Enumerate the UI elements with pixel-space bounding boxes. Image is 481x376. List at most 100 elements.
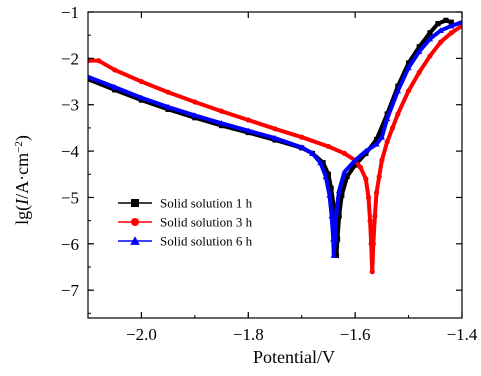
series-point (416, 44, 422, 50)
series-point (218, 120, 225, 126)
series-point (373, 141, 380, 147)
series-point (341, 150, 348, 157)
series-point (165, 89, 171, 95)
series-point (378, 134, 385, 140)
series-point (395, 111, 401, 117)
series-point (138, 78, 145, 85)
series-point (341, 168, 348, 175)
legend: Solid solution 1 h Solid solution 3 h Soli… (118, 196, 253, 249)
series-point (367, 218, 373, 224)
series-point (331, 236, 338, 242)
series-point (394, 87, 402, 94)
series-point (448, 19, 454, 25)
legend-marker (130, 236, 140, 245)
series-line (88, 23, 462, 274)
series-point (363, 176, 369, 182)
tick-layer: −2.0 −1.8 −1.6 −1.4 −7 −6 −5 −4 −3 −2 −1 (61, 3, 478, 344)
series-point (379, 157, 385, 163)
series-point (426, 35, 434, 42)
series-point (192, 99, 198, 105)
series-3 (88, 19, 462, 258)
legend-label: Solid solution 3 h (160, 215, 253, 230)
series-point (435, 20, 441, 27)
series-point (325, 143, 332, 150)
series-point (438, 39, 444, 45)
series-point (320, 160, 326, 166)
series-point (373, 136, 380, 143)
series-point (384, 139, 390, 145)
series-point (416, 69, 422, 75)
series-point (298, 144, 305, 150)
series-point (333, 208, 340, 214)
series-point (384, 115, 391, 122)
legend-item: Solid solution 6 h (118, 234, 253, 249)
series-point (245, 117, 251, 123)
series-point (357, 164, 364, 170)
y-tick-label: −3 (61, 96, 79, 115)
legend-marker (131, 199, 139, 207)
series-point (373, 190, 380, 196)
series-point (299, 134, 305, 140)
series-point (138, 94, 145, 101)
x-tick-label: −1.4 (447, 325, 478, 344)
series-point (344, 173, 350, 180)
series-point (352, 157, 359, 163)
x-tick-label: −1.6 (340, 325, 371, 344)
series-point (322, 173, 329, 180)
legend-marker (131, 218, 139, 226)
series-point (334, 236, 341, 242)
series-point (330, 252, 337, 258)
series-point (309, 150, 316, 156)
series-point (369, 269, 375, 275)
series-point (405, 88, 412, 94)
series-point (331, 204, 337, 210)
series-point (427, 30, 433, 36)
series-2 (88, 23, 462, 275)
series-point (405, 60, 412, 66)
series-point (325, 171, 332, 177)
y-tick-label: −2 (61, 49, 79, 68)
series-point (111, 83, 118, 90)
series-point (271, 134, 279, 141)
series-point (272, 126, 278, 132)
series-point (405, 64, 412, 71)
x-tick-label: −2.0 (126, 325, 157, 344)
series-point (96, 58, 102, 64)
series-point (443, 17, 449, 23)
series-point (326, 192, 333, 198)
x-axis-label: Potential/V (253, 347, 335, 367)
series-point (333, 252, 340, 259)
series-point (352, 162, 358, 168)
series-point (339, 192, 345, 198)
series-layer (88, 17, 462, 275)
series-point (427, 53, 433, 59)
series-point (335, 187, 343, 193)
series-point (365, 194, 372, 201)
series-point (218, 108, 225, 114)
y-axis-label: lg(I/A·cm−2) (12, 135, 33, 225)
x-tick-label: −1.8 (233, 325, 264, 344)
series-point (112, 67, 118, 73)
y-tick-label: −1 (61, 3, 79, 22)
series-point (317, 159, 324, 166)
y-tick-label: −6 (61, 235, 79, 254)
y-tick-label: −4 (61, 142, 80, 161)
series-point (328, 185, 334, 191)
series-point (448, 22, 455, 29)
series-point (112, 87, 118, 93)
series-point (165, 103, 172, 110)
series-point (389, 125, 396, 131)
series-point (416, 48, 423, 54)
series-point (88, 73, 92, 80)
series-point (376, 173, 382, 180)
series-point (245, 127, 252, 134)
series-point (191, 112, 198, 118)
series-point (336, 213, 342, 219)
series-point (362, 147, 369, 154)
legend-item: Solid solution 1 h (118, 196, 253, 211)
series-line (88, 20, 462, 258)
series-point (437, 27, 444, 34)
series-point (372, 213, 378, 219)
series-point (458, 19, 462, 25)
